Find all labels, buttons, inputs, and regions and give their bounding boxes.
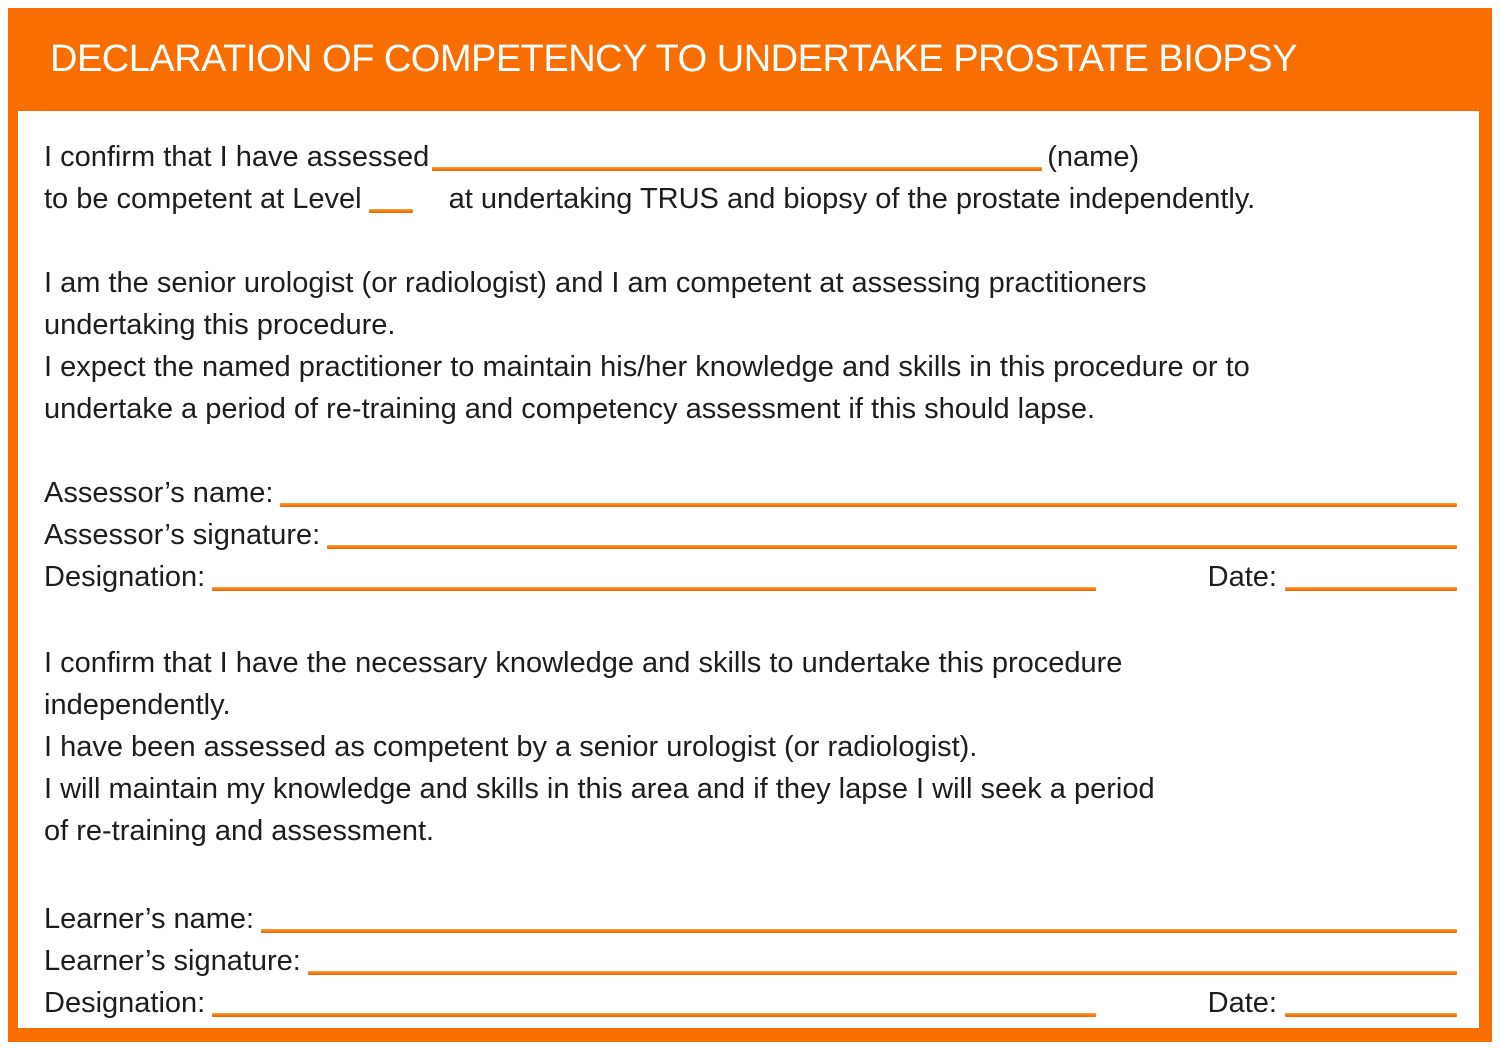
assessed-name-line: I confirm that I have assessed (name) — [44, 136, 1457, 178]
assessor-name-label: Assessor’s name: — [44, 477, 274, 509]
learner-statement-line-2: independently. — [44, 689, 231, 721]
competency-level-line: to be competent at Level at undertaking T… — [44, 178, 1457, 220]
learner-designation-row: Designation: Date: — [44, 982, 1457, 1024]
assessor-signature-row: Assessor’s signature: — [44, 514, 1457, 556]
assessor-name-row: Assessor’s name: — [44, 472, 1457, 514]
assessor-signature-blank — [327, 545, 1457, 549]
assessor-signature-label: Assessor’s signature: — [44, 519, 321, 551]
spacer — [1096, 556, 1208, 598]
learner-statement-line-4: I will maintain my knowledge and skills … — [44, 773, 1155, 805]
assessor-date-blank — [1285, 587, 1457, 591]
learner-statement-line-3: I have been assessed as competent by a s… — [44, 731, 978, 763]
assessor-statement-line-1: I am the senior urologist (or radiologis… — [44, 267, 1147, 299]
form-title: DECLARATION OF COMPETENCY TO UNDERTAKE P… — [50, 38, 1297, 80]
level-blank — [368, 209, 413, 213]
confirmation-statement: I confirm that I have assessed (name) to … — [44, 136, 1457, 220]
assessor-name-blank — [280, 503, 1457, 507]
assessor-statement: I am the senior urologist (or radiologis… — [44, 262, 1457, 430]
level-text: to be competent at Level — [44, 183, 362, 215]
learner-name-label: Learner’s name: — [44, 903, 255, 935]
learner-signature-row: Learner’s signature: — [44, 940, 1457, 982]
spacer — [1096, 982, 1208, 1024]
assessor-fields: Assessor’s name: Assessor’s signature: D… — [44, 472, 1457, 598]
form-body: I confirm that I have assessed (name) to … — [18, 111, 1479, 1024]
assessor-statement-line-4: undertake a period of re-training and co… — [44, 393, 1096, 425]
learner-statement-line-1: I confirm that I have the necessary know… — [44, 647, 1123, 679]
learner-designation-blank — [212, 1013, 1096, 1017]
form-frame: DECLARATION OF COMPETENCY TO UNDERTAKE P… — [8, 8, 1492, 1042]
assessor-designation-blank — [212, 587, 1096, 591]
learner-signature-blank — [307, 971, 1457, 975]
learner-designation-label: Designation: — [44, 987, 206, 1019]
form-header-band: DECLARATION OF COMPETENCY TO UNDERTAKE P… — [18, 8, 1479, 111]
assessor-designation-row: Designation: Date: — [44, 556, 1457, 598]
assessor-date-label: Date: — [1207, 561, 1277, 593]
assessor-designation-label: Designation: — [44, 561, 206, 593]
assessor-statement-line-3: I expect the named practitioner to maint… — [44, 351, 1250, 383]
learner-date-blank — [1285, 1013, 1457, 1017]
assessor-statement-line-2: undertaking this procedure. — [44, 309, 396, 341]
assessed-name-text: I confirm that I have assessed — [44, 141, 430, 173]
learner-name-row: Learner’s name: — [44, 898, 1457, 940]
assessed-name-blank — [432, 167, 1043, 171]
name-hint-text: (name) — [1047, 141, 1140, 173]
learner-signature-label: Learner’s signature: — [44, 945, 301, 977]
learner-statement-line-5: of re-training and assessment. — [44, 815, 435, 847]
learner-date-label: Date: — [1207, 987, 1277, 1019]
learner-statement: I confirm that I have the necessary know… — [44, 642, 1457, 852]
learner-name-blank — [261, 929, 1457, 933]
undertaking-text: at undertaking TRUS and biopsy of the pr… — [448, 183, 1256, 215]
learner-fields: Learner’s name: Learner’s signature: Des… — [44, 898, 1457, 1024]
